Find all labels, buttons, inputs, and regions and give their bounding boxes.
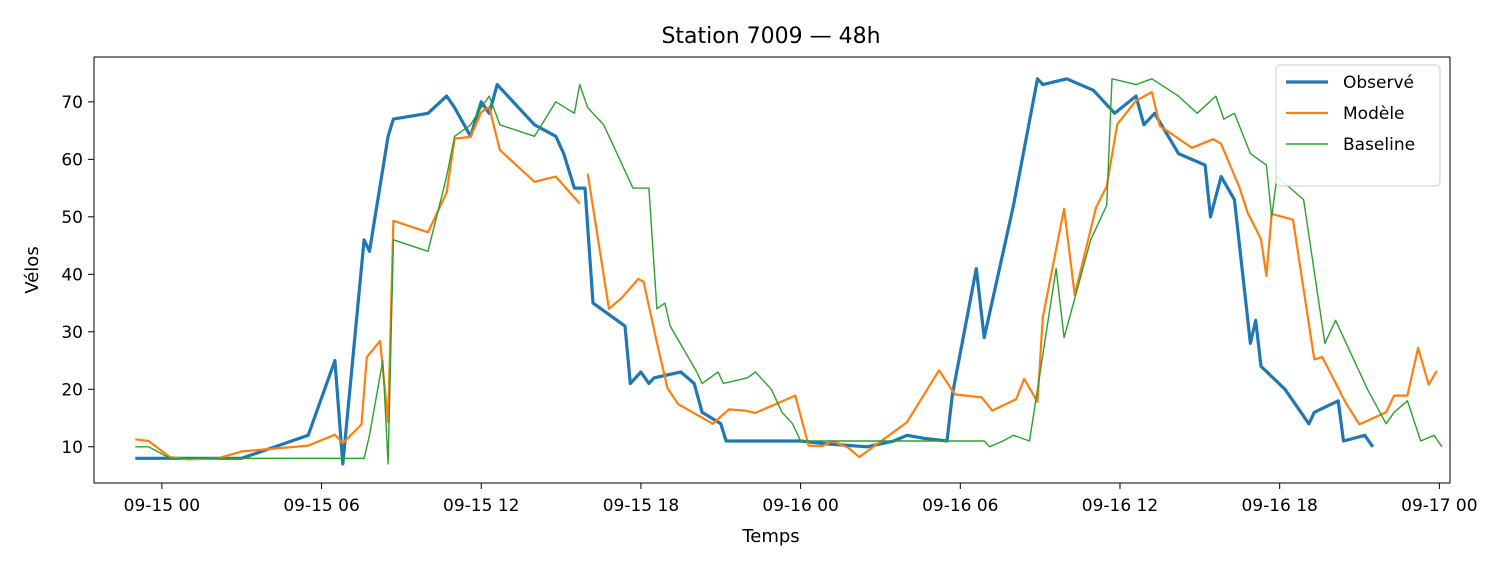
y-tick-label: 20 bbox=[61, 380, 83, 400]
legend-box bbox=[1275, 64, 1441, 187]
legend-label-modele: Modèle bbox=[1343, 104, 1405, 124]
x-tick-label: 09-16 06 bbox=[922, 496, 998, 516]
x-tick-label: 09-17 00 bbox=[1401, 496, 1477, 516]
x-tick-label: 09-15 06 bbox=[283, 496, 359, 516]
legend-label-observe: Observé bbox=[1343, 73, 1414, 93]
y-axis-label: Vélos bbox=[22, 246, 43, 293]
plot-area bbox=[135, 77, 1443, 466]
legend-label-baseline: Baseline bbox=[1343, 135, 1415, 155]
x-tick-label: 09-16 12 bbox=[1082, 496, 1158, 516]
y-tick-label: 40 bbox=[61, 265, 83, 285]
y-axis: 10 20 30 40 50 60 70 bbox=[61, 93, 94, 458]
x-tick-label: 09-16 00 bbox=[762, 496, 838, 516]
y-tick-label: 30 bbox=[61, 323, 83, 343]
x-tick-label: 09-15 12 bbox=[443, 496, 519, 516]
y-tick-label: 70 bbox=[61, 93, 83, 113]
x-axis-label: Temps bbox=[741, 526, 799, 547]
x-axis: 09-15 00 09-15 06 09-15 12 09-15 18 09-16 00… bbox=[124, 483, 1478, 516]
y-tick-label: 60 bbox=[61, 150, 83, 170]
series-line-modele-2 bbox=[586, 90, 1438, 459]
series-line-observe-0 bbox=[135, 77, 1375, 466]
plot-frame bbox=[93, 56, 1451, 484]
chart-title: Station 7009 — 48h bbox=[661, 24, 880, 49]
x-tick-label: 09-15 18 bbox=[603, 496, 679, 516]
y-tick-label: 50 bbox=[61, 208, 83, 228]
y-tick-label: 10 bbox=[61, 438, 83, 458]
series-line-baseline-3 bbox=[135, 78, 1443, 465]
x-tick-label: 09-16 18 bbox=[1241, 496, 1317, 516]
legend: Observé Modèle Baseline bbox=[1275, 64, 1441, 187]
x-tick-label: 09-15 00 bbox=[124, 496, 200, 516]
